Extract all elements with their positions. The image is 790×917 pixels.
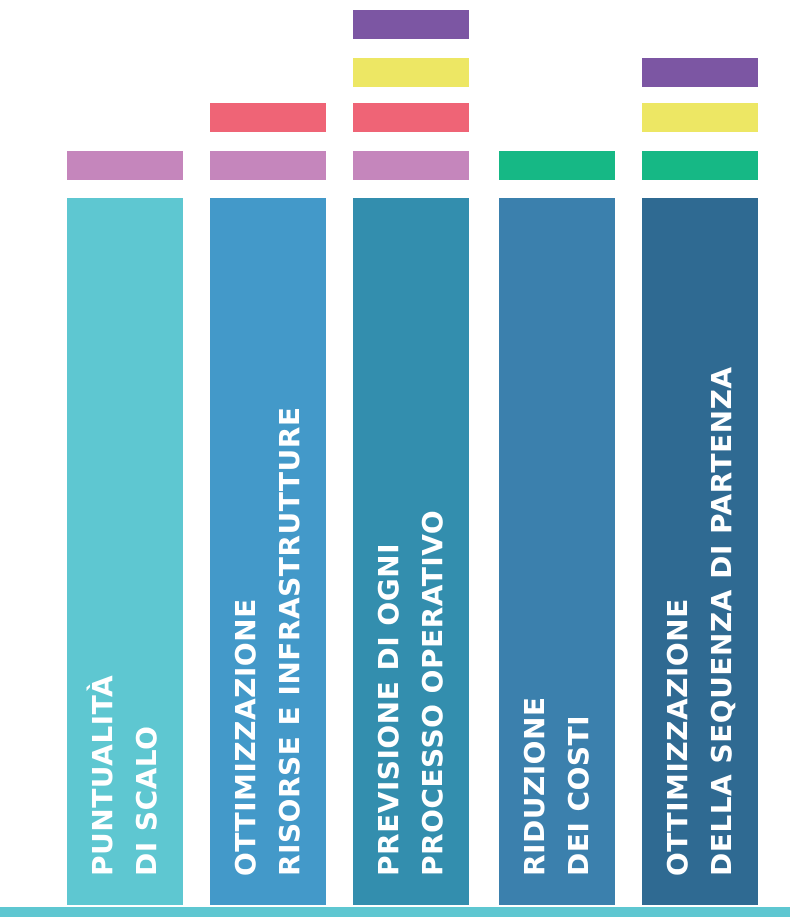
column-label-line2: RISORSE E INFRASTRUTTURE xyxy=(273,406,306,876)
tag-green xyxy=(642,151,758,180)
tag-purple xyxy=(353,10,469,39)
column-ottimizzazione-risorse: OTTIMIZZAZIONE RISORSE E INFRASTRUTTURE xyxy=(210,198,326,905)
column-label-line1: PREVISIONE DI OGNI xyxy=(372,542,405,876)
column-label-line2: DI SCALO xyxy=(130,725,163,876)
tag-pink xyxy=(353,151,469,180)
column-label-line1: OTTIMIZZAZIONE xyxy=(661,597,694,876)
tag-yellow xyxy=(642,103,758,132)
column-label-line1: RIDUZIONE xyxy=(518,695,551,876)
column-riduzione-costi: RIDUZIONE DEI COSTI xyxy=(499,198,615,905)
tag-purple xyxy=(642,58,758,87)
column-label: OTTIMIZZAZIONE DELLA SEQUENZA DI PARTENZ… xyxy=(656,208,744,896)
column-label-line1: PUNTUALITÀ xyxy=(86,674,119,876)
column-puntualita: PUNTUALITÀ DI SCALO xyxy=(67,198,183,905)
column-previsione: PREVISIONE DI OGNI PROCESSO OPERATIVO xyxy=(353,198,469,905)
column-label: PUNTUALITÀ DI SCALO xyxy=(81,208,169,896)
tag-red xyxy=(353,103,469,132)
column-label: OTTIMIZZAZIONE RISORSE E INFRASTRUTTURE xyxy=(224,208,312,896)
column-label: PREVISIONE DI OGNI PROCESSO OPERATIVO xyxy=(367,208,455,896)
column-label: RIDUZIONE DEI COSTI xyxy=(513,208,601,896)
column-label-line1: OTTIMIZZAZIONE xyxy=(229,597,262,876)
tag-pink xyxy=(67,151,183,180)
baseline xyxy=(0,907,790,917)
tag-green xyxy=(499,151,615,180)
column-label-line2: PROCESSO OPERATIVO xyxy=(416,509,449,876)
tag-pink xyxy=(210,151,326,180)
column-label-line2: DEI COSTI xyxy=(562,714,595,876)
tag-red xyxy=(210,103,326,132)
column-ottimizzazione-sequenza: OTTIMIZZAZIONE DELLA SEQUENZA DI PARTENZ… xyxy=(642,198,758,905)
tag-yellow xyxy=(353,58,469,87)
column-label-line2: DELLA SEQUENZA DI PARTENZA xyxy=(705,365,738,876)
